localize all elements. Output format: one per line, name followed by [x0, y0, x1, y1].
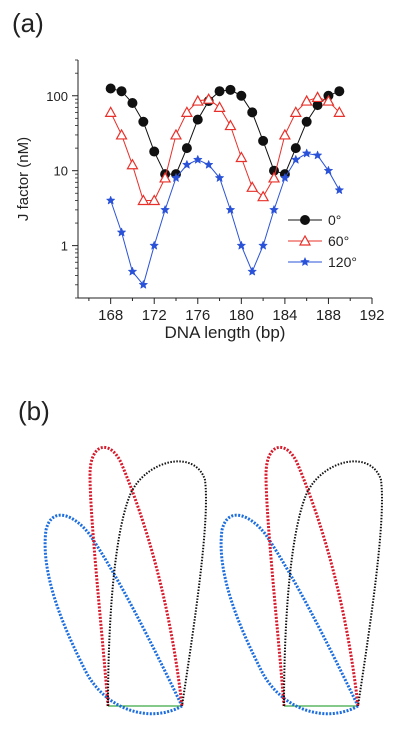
data-point [148, 194, 161, 206]
data-point [214, 86, 225, 97]
data-point [225, 84, 236, 95]
data-point [169, 128, 183, 140]
data-point [334, 184, 345, 195]
data-point [192, 154, 203, 164]
data-point [127, 98, 138, 109]
data-point [225, 204, 236, 215]
data-point [312, 150, 323, 160]
data-point [181, 143, 192, 154]
red-loop-left [88, 446, 184, 707]
data-point [138, 279, 149, 289]
data-point [202, 92, 215, 104]
data-point [257, 190, 270, 202]
data-point [278, 128, 291, 140]
data-point [214, 172, 225, 183]
data-point [116, 86, 127, 97]
panel-label-b: (b) [18, 396, 50, 426]
data-point [115, 128, 128, 140]
data-point [289, 106, 302, 117]
y-tick-label: 10 [54, 164, 68, 179]
data-point [149, 240, 160, 250]
x-tick-label: 188 [316, 307, 341, 324]
series-line-2 [110, 152, 340, 286]
series-line-1 [110, 96, 340, 201]
data-point [258, 240, 269, 250]
black-loop-right [283, 460, 383, 707]
x-tick-label: 168 [98, 307, 123, 324]
data-point [279, 172, 290, 183]
data-point [149, 146, 160, 157]
y-tick-label: 100 [46, 89, 68, 104]
data-point [247, 266, 258, 276]
data-point [171, 172, 181, 183]
red-loop-right [264, 446, 360, 707]
data-point [137, 194, 150, 206]
legend-marker-0 [300, 215, 310, 225]
data-point [311, 91, 324, 103]
data-point [333, 106, 346, 117]
data-point [334, 86, 345, 97]
data-point [236, 90, 247, 101]
data-point [213, 101, 226, 112]
data-point [105, 195, 116, 205]
blue-loop-right [219, 513, 360, 716]
legend-marker-1 [298, 234, 312, 246]
x-tick-label: 172 [142, 307, 167, 324]
data-point [301, 116, 312, 127]
y-axis-label: J factor (nM) [15, 137, 32, 221]
x-tick-label: 176 [185, 307, 210, 324]
data-point [322, 94, 335, 106]
data-point [224, 119, 237, 131]
x-tick-label: 184 [272, 307, 297, 324]
data-point [247, 107, 258, 118]
data-point [116, 227, 127, 237]
data-point [126, 158, 139, 170]
y-tick-label: 1 [61, 239, 68, 254]
data-point [138, 116, 149, 127]
data-point [235, 151, 248, 163]
data-point [290, 154, 301, 164]
x-tick-label: 192 [359, 307, 384, 324]
data-point [300, 94, 313, 106]
data-point [246, 181, 259, 192]
data-point [236, 240, 247, 250]
legend-label-0: 0° [328, 212, 341, 228]
data-point [267, 171, 281, 183]
panel-label-a: (a) [12, 8, 44, 38]
data-point [105, 83, 116, 94]
black-loop-left [107, 460, 207, 707]
x-axis-label: DNA length (bp) [165, 323, 286, 342]
x-tick-label: 180 [229, 307, 254, 324]
data-point [269, 204, 279, 215]
data-point [181, 159, 192, 169]
blue-loop-left [43, 513, 184, 716]
data-point [192, 114, 203, 125]
data-point [203, 159, 214, 169]
data-point [104, 106, 117, 117]
legend-marker-2 [300, 256, 310, 267]
loop-group-right [219, 446, 383, 716]
j-factor-chart: 168 172 176 180 184 188 192 1 10 100 DNA length (b… [15, 59, 385, 342]
data-point [301, 148, 312, 158]
legend-label-2: 120° [328, 254, 357, 270]
data-point [180, 106, 193, 117]
data-point [127, 266, 138, 276]
legend-label-1: 60° [328, 233, 349, 249]
data-point [160, 204, 171, 215]
data-point [159, 171, 172, 183]
data-point [323, 165, 334, 175]
series-line-0 [110, 88, 340, 175]
loop-group-left [43, 446, 207, 716]
data-point [258, 135, 269, 146]
data-point [191, 94, 204, 106]
data-point [290, 143, 301, 154]
